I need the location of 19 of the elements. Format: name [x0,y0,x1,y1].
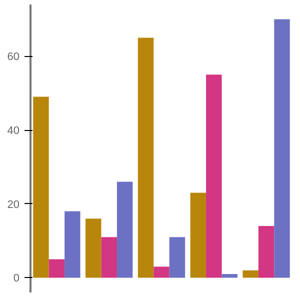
bar [169,237,186,278]
bar [64,211,80,278]
bar [190,192,206,278]
y-tick-label: 60 [7,51,20,64]
bar [138,38,154,278]
y-tick-label: 20 [7,198,20,211]
bar [48,259,65,278]
bar [222,274,238,278]
bar [274,19,290,278]
bar [101,237,117,278]
y-tick-label: 0 [13,272,20,285]
bar [206,74,222,278]
y-tick-label: 40 [7,125,20,138]
bar [86,218,102,278]
bar [154,266,170,278]
bar [33,96,49,278]
bar [242,270,258,278]
bar [258,226,274,278]
bar [116,182,133,278]
